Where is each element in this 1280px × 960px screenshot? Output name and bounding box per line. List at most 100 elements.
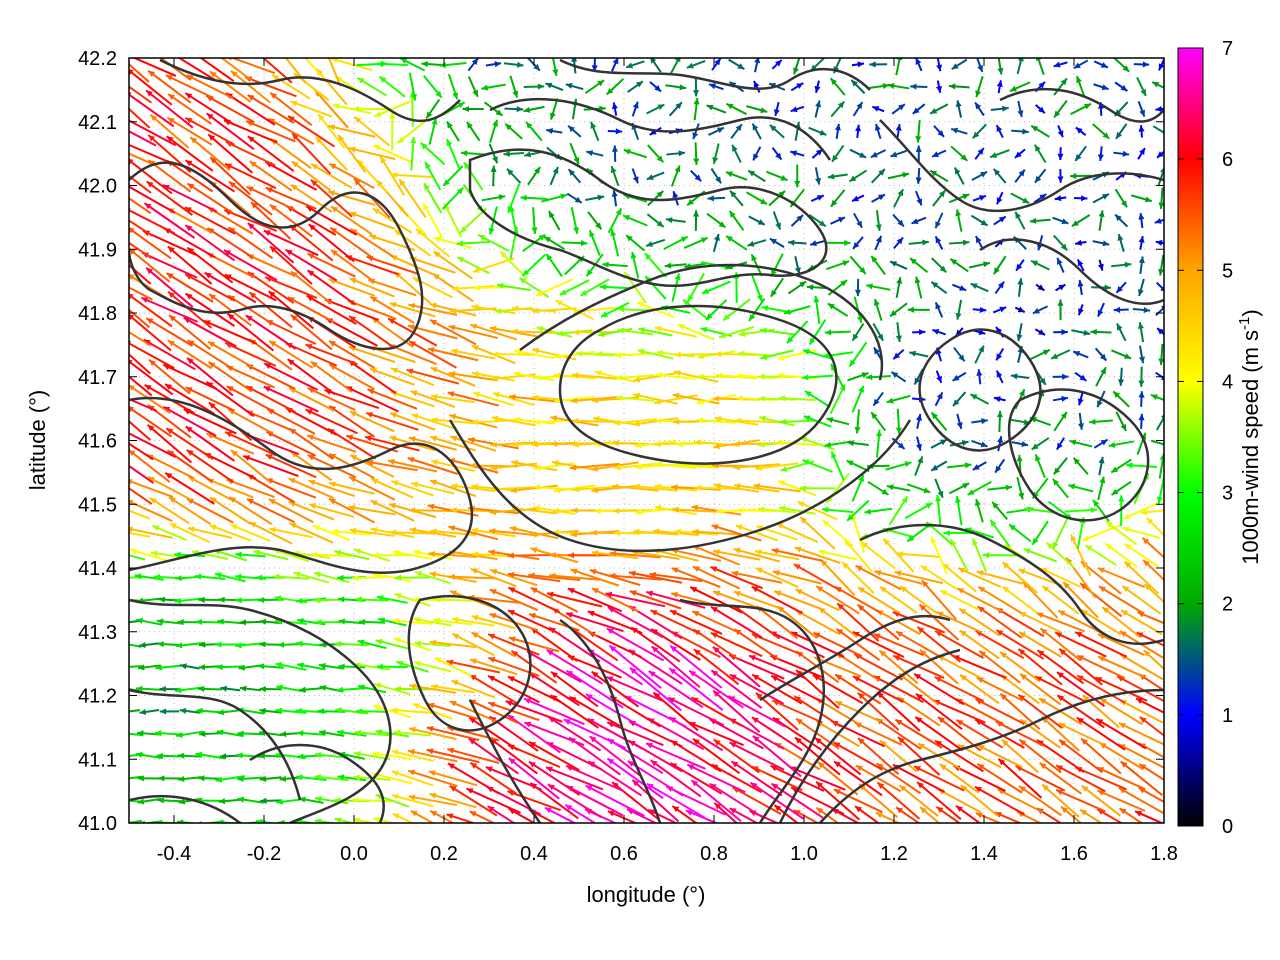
wind-arrow: [994, 280, 1005, 295]
wind-arrow: [606, 721, 664, 747]
wind-arrow: [725, 102, 748, 116]
terrain-contour: [1007, 388, 1150, 522]
wind-arrow: [353, 548, 391, 562]
wind-arrow: [671, 567, 721, 589]
wind-arrow: [869, 61, 888, 68]
wind-arrow: [915, 58, 923, 72]
wind-arrow: [715, 372, 758, 380]
terrain-contour: [778, 648, 961, 823]
wind-arrow: [523, 83, 545, 90]
wind-arrow: [991, 501, 1008, 520]
wind-arrow: [547, 210, 561, 231]
wind-arrow: [1105, 520, 1138, 546]
wind-arrow: [391, 707, 434, 714]
wind-arrow: [290, 313, 333, 351]
wind-arrow: [1155, 239, 1164, 246]
wind-arrow: [572, 485, 617, 493]
wind-arrow: [328, 162, 375, 190]
wind-arrow: [1158, 343, 1164, 366]
wind-arrow: [429, 318, 477, 346]
terrain-contour: [489, 97, 832, 161]
wind-arrow: [686, 60, 706, 69]
wind-arrow: [490, 568, 538, 587]
wind-arrow: [882, 537, 915, 573]
wind-arrow: [670, 165, 681, 187]
wind-arrow: [129, 293, 173, 328]
wind-arrow: [899, 585, 938, 615]
wind-arrow: [696, 417, 736, 424]
wind-arrow: [168, 496, 212, 525]
wind-arrow: [1068, 483, 1094, 493]
wind-arrow: [1076, 654, 1126, 680]
wind-arrow: [637, 348, 674, 360]
wind-arrow: [663, 235, 689, 251]
wind-arrow: [451, 679, 496, 699]
wind-arrow: [184, 92, 236, 126]
wind-arrow: [308, 503, 355, 518]
wind-arrow: [375, 729, 410, 738]
wind-arrow: [1053, 61, 1068, 68]
wind-arrow: [1097, 146, 1104, 161]
wind-arrow: [167, 93, 212, 125]
wind-arrow: [992, 306, 1007, 314]
wind-arrow: [433, 236, 473, 249]
wind-arrow: [693, 210, 700, 231]
wind-arrow: [916, 413, 922, 429]
wind-arrow: [155, 664, 184, 671]
wind-arrow: [334, 817, 356, 823]
wind-arrow: [771, 59, 783, 70]
wind-arrow: [852, 631, 905, 658]
wind-arrow: [209, 524, 252, 542]
wind-arrow: [237, 775, 264, 782]
x-tick-label: 1.2: [880, 843, 908, 865]
wind-arrow: [849, 255, 867, 275]
wind-arrow: [1097, 633, 1145, 656]
wind-arrow: [607, 207, 623, 234]
wind-arrow: [567, 168, 582, 184]
wind-arrow: [864, 507, 893, 515]
wind-arrow: [129, 353, 151, 375]
wind-arrow: [708, 83, 724, 91]
wind-arrow: [1150, 439, 1164, 446]
wind-arrow: [230, 70, 271, 104]
terrain-contours: [129, 58, 1164, 823]
wind-arrow: [532, 307, 577, 314]
wind-arrow: [166, 135, 214, 172]
wind-arrow: [1116, 323, 1127, 342]
wind-arrow: [932, 328, 946, 336]
wind-arrow: [729, 673, 785, 705]
wind-arrow: [814, 80, 821, 93]
wind-arrow: [448, 324, 499, 340]
wind-arrow: [451, 285, 495, 292]
wind-arrow: [848, 169, 868, 183]
wind-arrow: [306, 434, 357, 453]
wind-arrow: [552, 58, 559, 77]
wind-arrow: [310, 163, 353, 189]
wind-arrow: [954, 495, 963, 526]
wind-arrow: [948, 482, 970, 495]
wind-arrow: [826, 417, 850, 426]
wind-arrow: [1056, 437, 1065, 451]
wind-arrow: [625, 60, 645, 69]
wind-arrow: [671, 273, 681, 302]
wind-arrow: [673, 370, 719, 383]
wind-arrow: [599, 284, 631, 291]
wind-arrow: [953, 346, 966, 362]
wind-arrow: [854, 805, 880, 823]
wind-arrow: [469, 810, 496, 823]
wind-arrow: [355, 596, 389, 603]
wind-arrow: [370, 477, 414, 499]
wind-arrow: [976, 570, 1023, 585]
wind-arrow: [652, 528, 699, 537]
wind-arrow: [185, 425, 235, 462]
wind-arrow: [330, 249, 374, 282]
wind-arrow: [756, 525, 798, 541]
wind-arrow: [751, 585, 803, 615]
wind-arrow: [199, 58, 235, 83]
wind-arrow: [369, 295, 415, 324]
wind-arrow: [408, 507, 457, 514]
wind-arrow: [733, 590, 780, 610]
wind-arrow: [1137, 278, 1145, 297]
wind-arrow: [413, 660, 452, 673]
wind-arrow: [1030, 259, 1050, 271]
